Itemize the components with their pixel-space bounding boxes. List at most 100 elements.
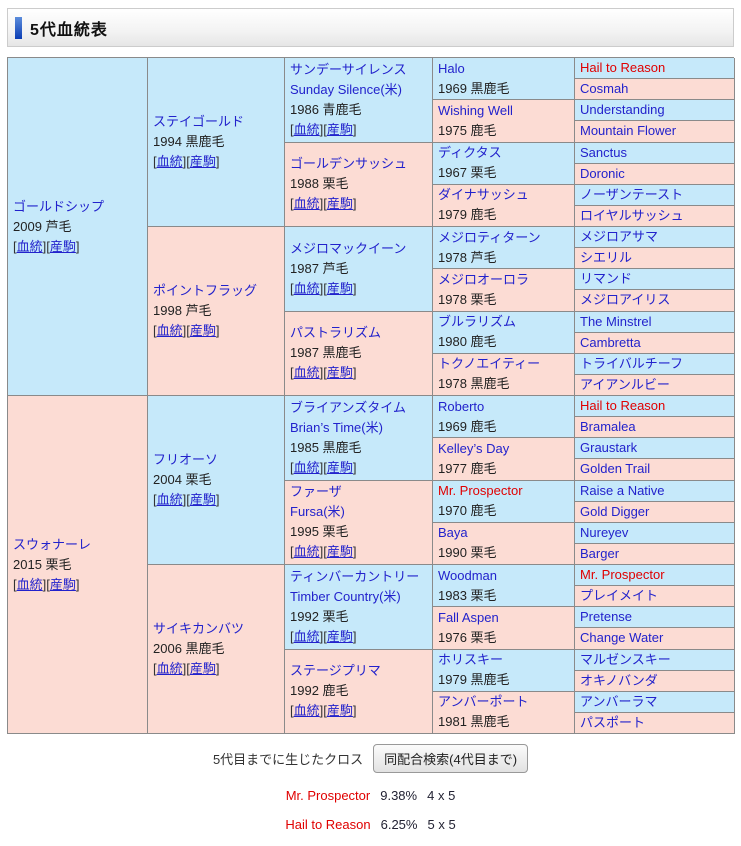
pedigree-cell: ノーザンテースト bbox=[575, 184, 735, 206]
pedigree-cell: ファーザ Fursa(米) 1995 栗毛 [血統][産駒] bbox=[285, 480, 433, 565]
horse-name-link[interactable]: スウォナーレ bbox=[13, 536, 92, 552]
horse-name-link[interactable]: Nureyev bbox=[580, 524, 629, 540]
horse-name-link[interactable]: Pretense bbox=[580, 609, 633, 625]
horse-name-link[interactable]: ホリスキー bbox=[438, 652, 504, 668]
pedigree-link[interactable]: 血統 bbox=[156, 661, 183, 676]
horse-name-link[interactable]: メジロオーロラ bbox=[438, 271, 530, 287]
horse-name-link[interactable]: パストラリズム bbox=[290, 325, 382, 341]
horse-name-link[interactable]: ロイヤルサッシュ bbox=[580, 207, 684, 223]
offspring-link[interactable]: 産駒 bbox=[189, 323, 216, 338]
horse-name-link[interactable]: ファーザ bbox=[290, 484, 342, 500]
pedigree-link[interactable]: 血統 bbox=[293, 365, 320, 381]
horse-name-link[interactable]: トライバルチーフ bbox=[580, 355, 683, 371]
pedigree-link[interactable]: 血統 bbox=[16, 576, 43, 592]
horse-name-link[interactable]: Golden Trail bbox=[580, 461, 651, 477]
pedigree-link[interactable]: 血統 bbox=[156, 154, 183, 169]
horse-name-link[interactable]: Mr. Prospector bbox=[580, 567, 665, 583]
offspring-link[interactable]: 産駒 bbox=[49, 238, 76, 254]
horse-name-link[interactable]: アンバーポート bbox=[438, 694, 529, 710]
pedigree-cell: Raise a Native bbox=[575, 480, 735, 502]
horse-name-link[interactable]: Bramalea bbox=[580, 419, 636, 435]
horse-name-link[interactable]: Baya bbox=[438, 525, 468, 541]
horse-name-link[interactable]: ノーザンテースト bbox=[580, 186, 684, 202]
same-mating-search-button[interactable]: 同配合検索(4代目まで) bbox=[373, 744, 529, 773]
horse-english-name[interactable]: Sunday Silence(米) bbox=[290, 81, 402, 97]
horse-name-link[interactable]: Raise a Native bbox=[580, 482, 665, 498]
horse-name-link[interactable]: メジロティターン bbox=[438, 229, 541, 245]
horse-name-link[interactable]: The Minstrel bbox=[580, 313, 652, 329]
horse-english-name[interactable]: Timber Country(米) bbox=[290, 588, 401, 604]
horse-name-link[interactable]: リマンド bbox=[580, 271, 633, 287]
offspring-link[interactable]: 産駒 bbox=[326, 703, 353, 719]
horse-name-link[interactable]: ブルラリズム bbox=[438, 314, 517, 330]
horse-name-link[interactable]: Sanctus bbox=[580, 144, 627, 160]
offspring-link[interactable]: 産駒 bbox=[189, 492, 216, 507]
horse-name-link[interactable]: ティンバーカントリー bbox=[290, 568, 420, 584]
offspring-link[interactable]: 産駒 bbox=[326, 459, 353, 475]
offspring-link[interactable]: 産駒 bbox=[189, 661, 216, 676]
pedigree-cell: スウォナーレ 2015 栗毛 [血統][産駒] bbox=[8, 396, 148, 734]
horse-name-link[interactable]: サイキカンバツ bbox=[153, 621, 245, 636]
horse-name-link[interactable]: Mountain Flower bbox=[580, 123, 677, 139]
horse-name-link[interactable]: フリオーソ bbox=[153, 452, 219, 467]
horse-name-link[interactable]: Woodman bbox=[438, 567, 498, 583]
horse-name-link[interactable]: メジロマックイーン bbox=[290, 240, 407, 256]
pedigree-link[interactable]: 血統 bbox=[293, 280, 320, 296]
horse-name-link[interactable]: オキノバンダ bbox=[580, 672, 658, 688]
horse-name-link[interactable]: シエリル bbox=[580, 250, 633, 266]
pedigree-link[interactable]: 血統 bbox=[156, 323, 183, 338]
horse-name-link[interactable]: Hail to Reason bbox=[580, 398, 666, 414]
horse-name-link[interactable]: Hail to Reason bbox=[580, 60, 666, 76]
offspring-link[interactable]: 産駒 bbox=[326, 280, 353, 296]
horse-links: [血統][産駒] bbox=[290, 196, 357, 212]
horse-name-link[interactable]: Barger bbox=[580, 545, 620, 561]
horse-name-link[interactable]: Cambretta bbox=[580, 334, 641, 350]
offspring-link[interactable]: 産駒 bbox=[49, 576, 76, 592]
horse-name-link[interactable]: Kelley’s Day bbox=[438, 440, 510, 456]
horse-name-link[interactable]: Wishing Well bbox=[438, 102, 513, 118]
horse-name-link[interactable]: ブライアンズタイム bbox=[290, 399, 406, 415]
pedigree-link[interactable]: 血統 bbox=[293, 196, 320, 212]
pedigree-link[interactable]: 血統 bbox=[293, 544, 320, 560]
pedigree-link[interactable]: 血統 bbox=[293, 628, 320, 644]
horse-name-link[interactable]: Fall Aspen bbox=[438, 609, 499, 625]
horse-name-link[interactable]: Change Water bbox=[580, 630, 664, 646]
horse-name-link[interactable]: Doronic bbox=[580, 165, 625, 181]
pedigree-link[interactable]: 血統 bbox=[156, 492, 183, 507]
horse-name-link[interactable]: ゴールデンサッシュ bbox=[290, 156, 408, 172]
horse-name-link[interactable]: メジロアイリス bbox=[580, 292, 671, 308]
horse-name-link[interactable]: ステイゴールド bbox=[153, 114, 245, 129]
offspring-link[interactable]: 産駒 bbox=[326, 196, 353, 212]
pedigree-link[interactable]: 血統 bbox=[293, 121, 320, 137]
pedigree-link[interactable]: 血統 bbox=[16, 238, 43, 254]
offspring-link[interactable]: 産駒 bbox=[326, 544, 353, 560]
horse-name-link[interactable]: ステージプリマ bbox=[290, 663, 381, 679]
offspring-link[interactable]: 産駒 bbox=[189, 154, 216, 169]
offspring-link[interactable]: 産駒 bbox=[326, 121, 353, 137]
horse-english-name[interactable]: Brian’s Time(米) bbox=[290, 419, 383, 435]
horse-name-link[interactable]: Gold Digger bbox=[580, 503, 650, 519]
horse-name-link[interactable]: ポイントフラッグ bbox=[153, 283, 258, 298]
horse-name-link[interactable]: アンバーラマ bbox=[580, 693, 658, 709]
horse-name-link[interactable]: パスポート bbox=[580, 714, 646, 730]
horse-name-link[interactable]: Roberto bbox=[438, 398, 485, 414]
horse-name-link[interactable]: Graustark bbox=[580, 440, 638, 456]
horse-name-link[interactable]: Cosmah bbox=[580, 81, 629, 97]
horse-name-link[interactable]: マルゼンスキー bbox=[580, 651, 671, 667]
pedigree-link[interactable]: 血統 bbox=[293, 703, 320, 719]
horse-name-link[interactable]: ダイナサッシュ bbox=[438, 187, 529, 203]
horse-name-link[interactable]: サンデーサイレンス bbox=[290, 61, 407, 77]
horse-name-link[interactable]: ゴールドシップ bbox=[13, 198, 105, 214]
horse-name-link[interactable]: Mr. Prospector bbox=[438, 483, 523, 499]
horse-english-name[interactable]: Fursa(米) bbox=[290, 504, 345, 520]
horse-name-link[interactable]: Understanding bbox=[580, 102, 665, 118]
horse-name-link[interactable]: プレイメイト bbox=[580, 588, 659, 604]
horse-name-link[interactable]: Halo bbox=[438, 60, 465, 76]
pedigree-link[interactable]: 血統 bbox=[293, 459, 320, 475]
horse-name-link[interactable]: メジロアサマ bbox=[580, 229, 659, 245]
horse-name-link[interactable]: アイアンルビー bbox=[580, 376, 670, 392]
horse-name-link[interactable]: ディクタス bbox=[438, 145, 502, 161]
horse-name-link[interactable]: トクノエイティー bbox=[438, 356, 541, 372]
offspring-link[interactable]: 産駒 bbox=[326, 628, 353, 644]
offspring-link[interactable]: 産駒 bbox=[326, 365, 353, 381]
